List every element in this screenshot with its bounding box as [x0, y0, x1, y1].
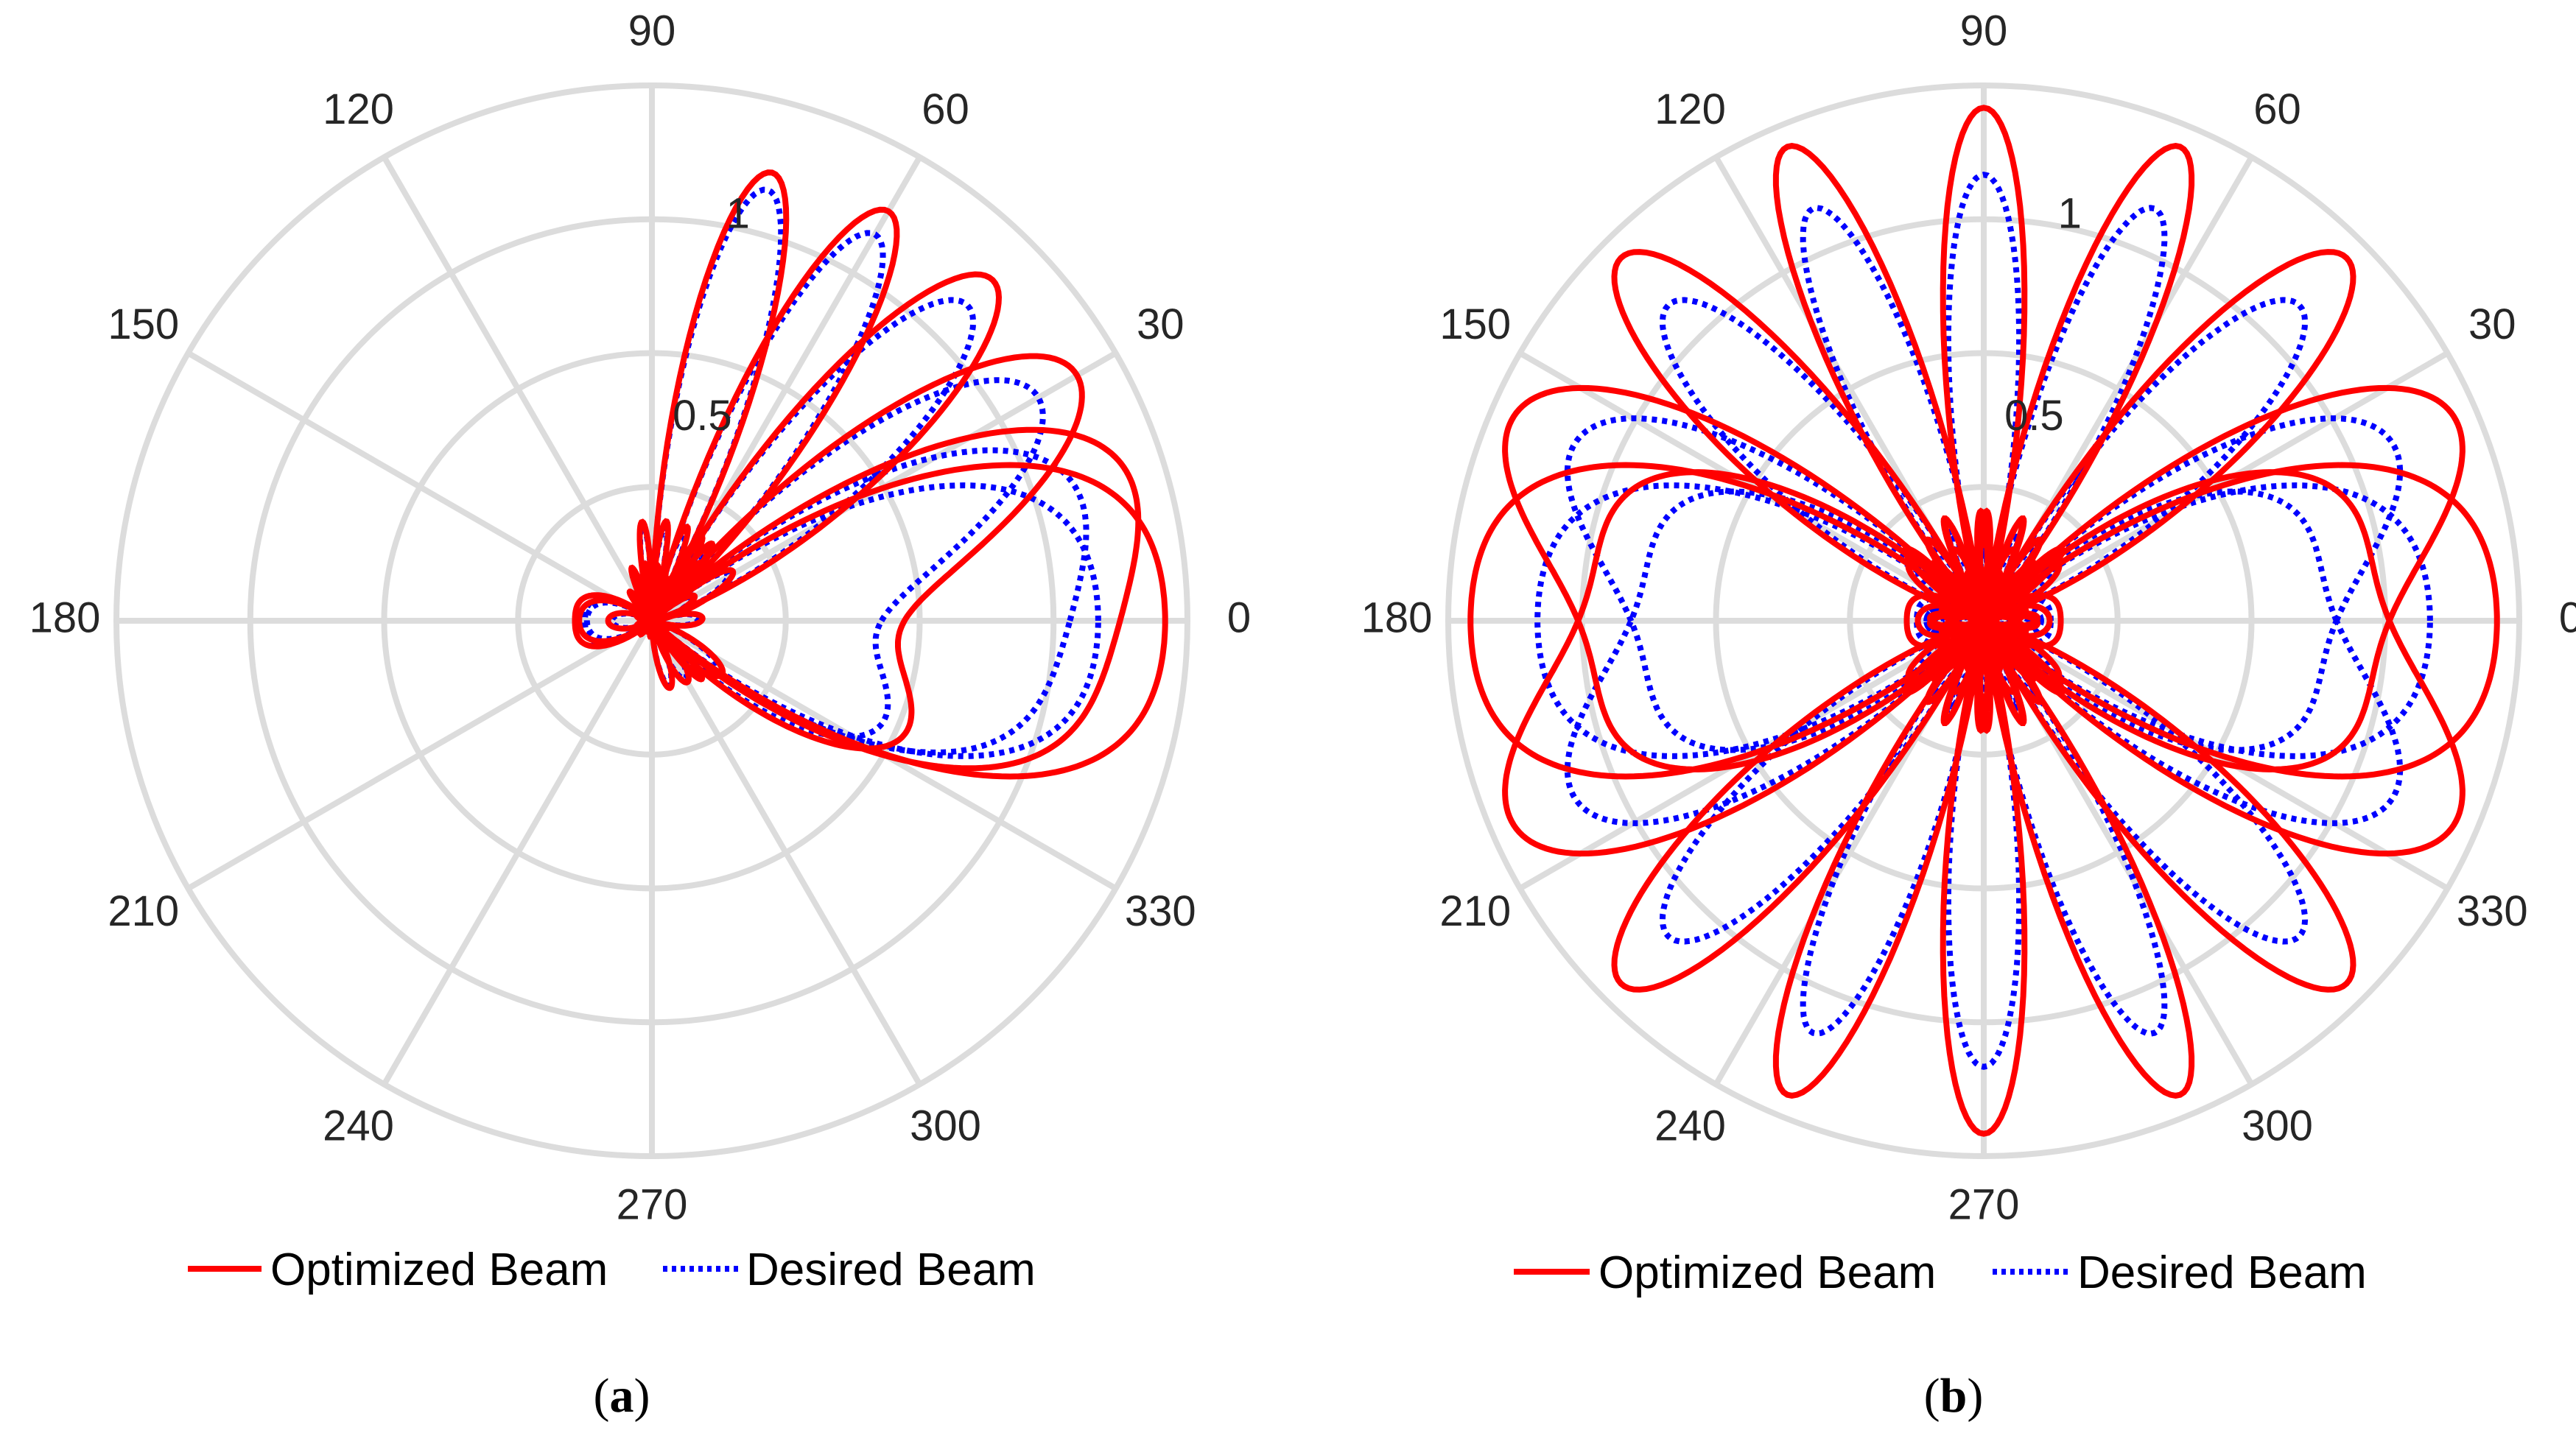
theta-tick-label: 120 [323, 85, 394, 133]
optimized-beam-line [1915, 469, 2466, 857]
grid-spoke [382, 155, 655, 623]
theta-tick-label: 150 [108, 300, 179, 348]
r-tick-labels-b: 0.5 1 [2004, 189, 2082, 439]
theta-tick-label: 60 [922, 85, 969, 133]
legend-label-optimized: Optimized Beam [270, 1244, 608, 1295]
grid-spoke [186, 351, 654, 624]
theta-tick-label: 150 [1439, 300, 1511, 348]
grid-spoke [649, 619, 922, 1086]
beam-series-a [572, 169, 1168, 780]
theta-tick-label: 30 [1137, 300, 1185, 348]
theta-tick-label: 300 [2242, 1102, 2313, 1150]
theta-tick-label: 0 [2559, 594, 2576, 641]
grid-spoke [186, 618, 654, 891]
theta-tick-label: 180 [1361, 594, 1433, 641]
r-tick-labels-a: 0.5 1 [673, 189, 750, 439]
polar-chart-b: 0 30 60 90 120 150 180 210 240 270 300 3… [1361, 7, 2576, 1423]
polar-grid-a [113, 82, 1190, 1159]
legend-label-desired: Desired Beam [2077, 1247, 2367, 1298]
theta-tick-label: 90 [628, 7, 676, 54]
legend-a: Optimized Beam Desired Beam [188, 1244, 1036, 1295]
r-tick-label: 1 [726, 189, 750, 237]
panel-caption-a: (a) [594, 1369, 650, 1423]
theta-tick-label: 210 [108, 887, 179, 935]
theta-tick-label: 240 [1654, 1102, 1726, 1150]
theta-tick-label: 0 [1227, 594, 1251, 641]
panel-caption-b: (b) [1924, 1369, 1984, 1423]
theta-tick-labels-a: 0 30 60 90 120 150 180 210 240 270 300 3… [29, 7, 1252, 1228]
grid-spoke [382, 619, 655, 1086]
theta-tick-label: 60 [2253, 85, 2301, 133]
polar-chart-a: 0 30 60 90 120 150 180 210 240 270 300 3… [29, 7, 1252, 1423]
legend-b: Optimized Beam Desired Beam [1514, 1247, 2367, 1298]
optimized-beam-line [626, 169, 790, 691]
theta-tick-label: 210 [1439, 887, 1511, 935]
theta-tick-labels-b: 0 30 60 90 120 150 180 210 240 270 300 3… [1361, 7, 2576, 1228]
theta-tick-label: 330 [2457, 887, 2528, 935]
r-tick-label: 0.5 [673, 392, 732, 440]
legend-label-optimized: Optimized Beam [1598, 1247, 1936, 1298]
desired-beam-line [1963, 205, 2168, 686]
r-tick-label: 0.5 [2004, 392, 2064, 440]
theta-tick-label: 30 [2468, 300, 2516, 348]
r-tick-label: 1 [2058, 189, 2082, 237]
legend-label-desired: Desired Beam [746, 1244, 1036, 1295]
theta-tick-label: 120 [1654, 85, 1726, 133]
theta-tick-label: 300 [910, 1102, 981, 1150]
theta-tick-label: 240 [323, 1102, 394, 1150]
theta-tick-label: 180 [29, 594, 101, 641]
theta-tick-label: 270 [617, 1180, 688, 1228]
theta-tick-label: 330 [1125, 887, 1196, 935]
theta-tick-label: 270 [1948, 1180, 2020, 1228]
beam-series-b [1467, 105, 2500, 1137]
theta-tick-label: 90 [1960, 7, 2008, 54]
